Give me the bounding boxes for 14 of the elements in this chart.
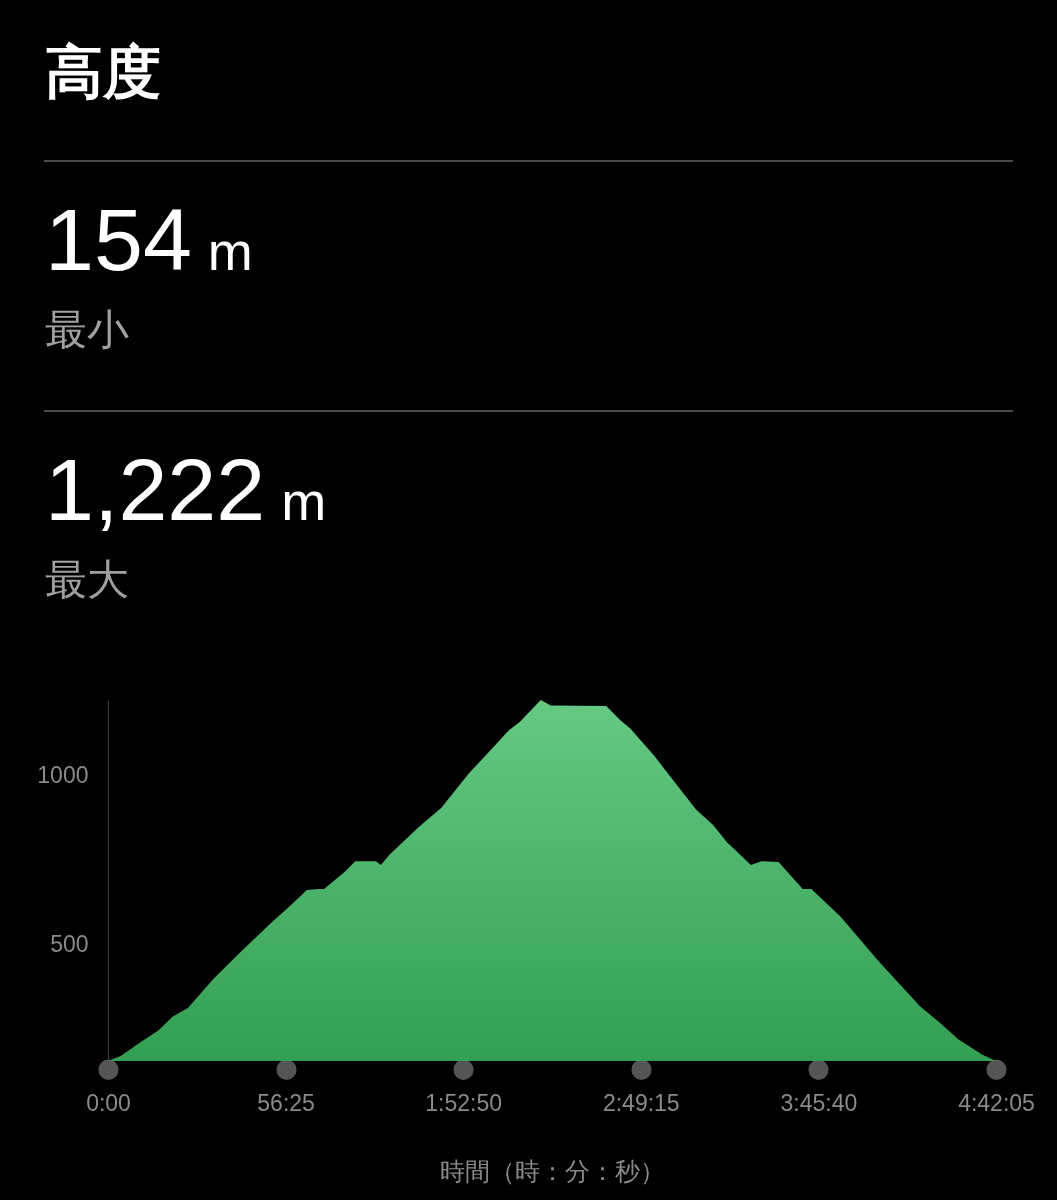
text: 最大 <box>45 556 129 603</box>
x-tick-label: 3:45:40 <box>780 1090 858 1116</box>
x-tick-label: 4:42:05 <box>958 1090 1035 1116</box>
chart-title: 高度 <box>45 39 161 104</box>
x-tick-label: 2:49:15 <box>602 1090 680 1116</box>
text: 154 m <box>45 190 253 289</box>
text: 最小 <box>45 306 129 353</box>
x-tick-label: 0:00 <box>86 1090 131 1116</box>
x-axis-title: 時間（時：分：秒） <box>440 1157 665 1185</box>
text: 1,222 m <box>45 440 327 539</box>
y-tick-label: 1000 <box>37 761 89 788</box>
y-tick-label: 500 <box>50 930 89 957</box>
x-tick-label: 56:25 <box>257 1090 315 1116</box>
x-tick-label: 1:52:50 <box>425 1090 503 1116</box>
